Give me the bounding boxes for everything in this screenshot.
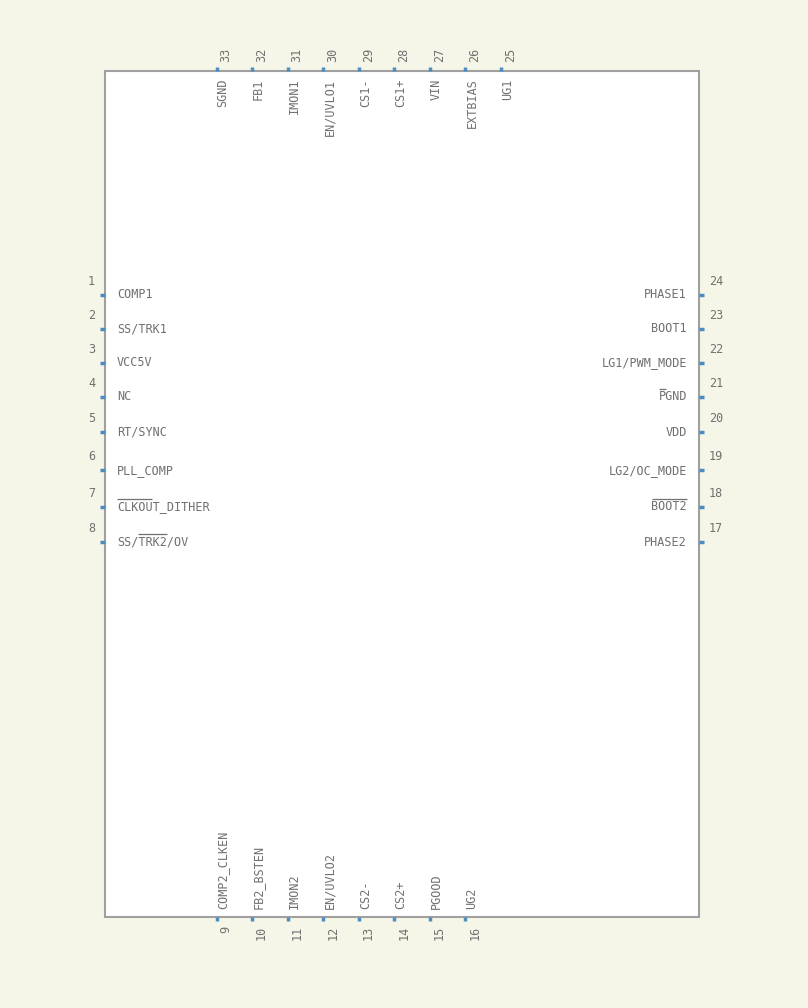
Text: EXTBIAS: EXTBIAS (465, 79, 478, 128)
Text: FB1: FB1 (252, 79, 265, 100)
Text: 1: 1 (88, 275, 95, 288)
Text: 33: 33 (220, 47, 233, 61)
Text: LG1/PWM_MODE: LG1/PWM_MODE (601, 356, 687, 369)
Text: PGOOD: PGOOD (430, 874, 443, 909)
Text: UG2: UG2 (465, 888, 478, 909)
Text: PGND: PGND (659, 390, 687, 403)
Text: SS/TRK2/OV: SS/TRK2/OV (117, 535, 188, 548)
Text: 20: 20 (709, 412, 723, 425)
Bar (105, 71, 699, 917)
Text: 32: 32 (255, 47, 268, 61)
Text: 8: 8 (88, 522, 95, 535)
Text: 16: 16 (469, 926, 482, 940)
Text: 18: 18 (709, 487, 723, 500)
Text: 26: 26 (469, 47, 482, 61)
Text: 29: 29 (362, 47, 375, 61)
Text: 21: 21 (709, 377, 723, 389)
Text: NC: NC (117, 390, 131, 403)
Text: FB2_BSTEN: FB2_BSTEN (252, 845, 265, 909)
Text: PHASE1: PHASE1 (644, 288, 687, 301)
Text: VDD: VDD (666, 425, 687, 438)
Text: SGND: SGND (217, 79, 229, 107)
Text: 25: 25 (504, 47, 517, 61)
Text: 27: 27 (433, 47, 446, 61)
Text: 22: 22 (709, 343, 723, 356)
Text: RT/SYNC: RT/SYNC (117, 425, 167, 438)
Text: 13: 13 (362, 926, 375, 940)
Text: 2: 2 (88, 308, 95, 322)
Text: PLL_COMP: PLL_COMP (117, 464, 174, 477)
Text: 31: 31 (291, 47, 304, 61)
Text: 10: 10 (255, 926, 268, 940)
Text: 28: 28 (398, 47, 410, 61)
Text: VCC5V: VCC5V (117, 356, 153, 369)
Text: EN/UVLO2: EN/UVLO2 (323, 853, 336, 909)
Text: 11: 11 (291, 926, 304, 940)
Text: CLKOUT_DITHER: CLKOUT_DITHER (117, 500, 209, 513)
Text: 24: 24 (709, 275, 723, 288)
Text: 7: 7 (88, 487, 95, 500)
Text: UG1: UG1 (501, 79, 514, 100)
Text: CS2+: CS2+ (394, 881, 407, 909)
Text: IMON2: IMON2 (288, 874, 301, 909)
Text: 6: 6 (88, 451, 95, 464)
Text: VIN: VIN (430, 79, 443, 100)
Text: COMP1: COMP1 (117, 288, 153, 301)
Text: PHASE2: PHASE2 (644, 535, 687, 548)
Text: BOOT2: BOOT2 (651, 500, 687, 513)
Text: BOOT1: BOOT1 (651, 323, 687, 336)
Text: EN/UVLO1: EN/UVLO1 (323, 79, 336, 135)
Text: CS1+: CS1+ (394, 79, 407, 107)
Text: IMON1: IMON1 (288, 79, 301, 114)
Text: LG2/OC_MODE: LG2/OC_MODE (608, 464, 687, 477)
Text: 4: 4 (88, 377, 95, 389)
Text: 12: 12 (326, 926, 339, 940)
Text: 15: 15 (433, 926, 446, 940)
Text: 19: 19 (709, 451, 723, 464)
Text: 17: 17 (709, 522, 723, 535)
Text: 30: 30 (326, 47, 339, 61)
Text: COMP2_CLKEN: COMP2_CLKEN (217, 831, 229, 909)
Text: 3: 3 (88, 343, 95, 356)
Text: SS/TRK1: SS/TRK1 (117, 323, 167, 336)
Text: 5: 5 (88, 412, 95, 425)
Text: 14: 14 (398, 926, 410, 940)
Text: 9: 9 (220, 926, 233, 933)
Text: 23: 23 (709, 308, 723, 322)
Text: CS1-: CS1- (359, 79, 372, 107)
Text: CS2-: CS2- (359, 881, 372, 909)
